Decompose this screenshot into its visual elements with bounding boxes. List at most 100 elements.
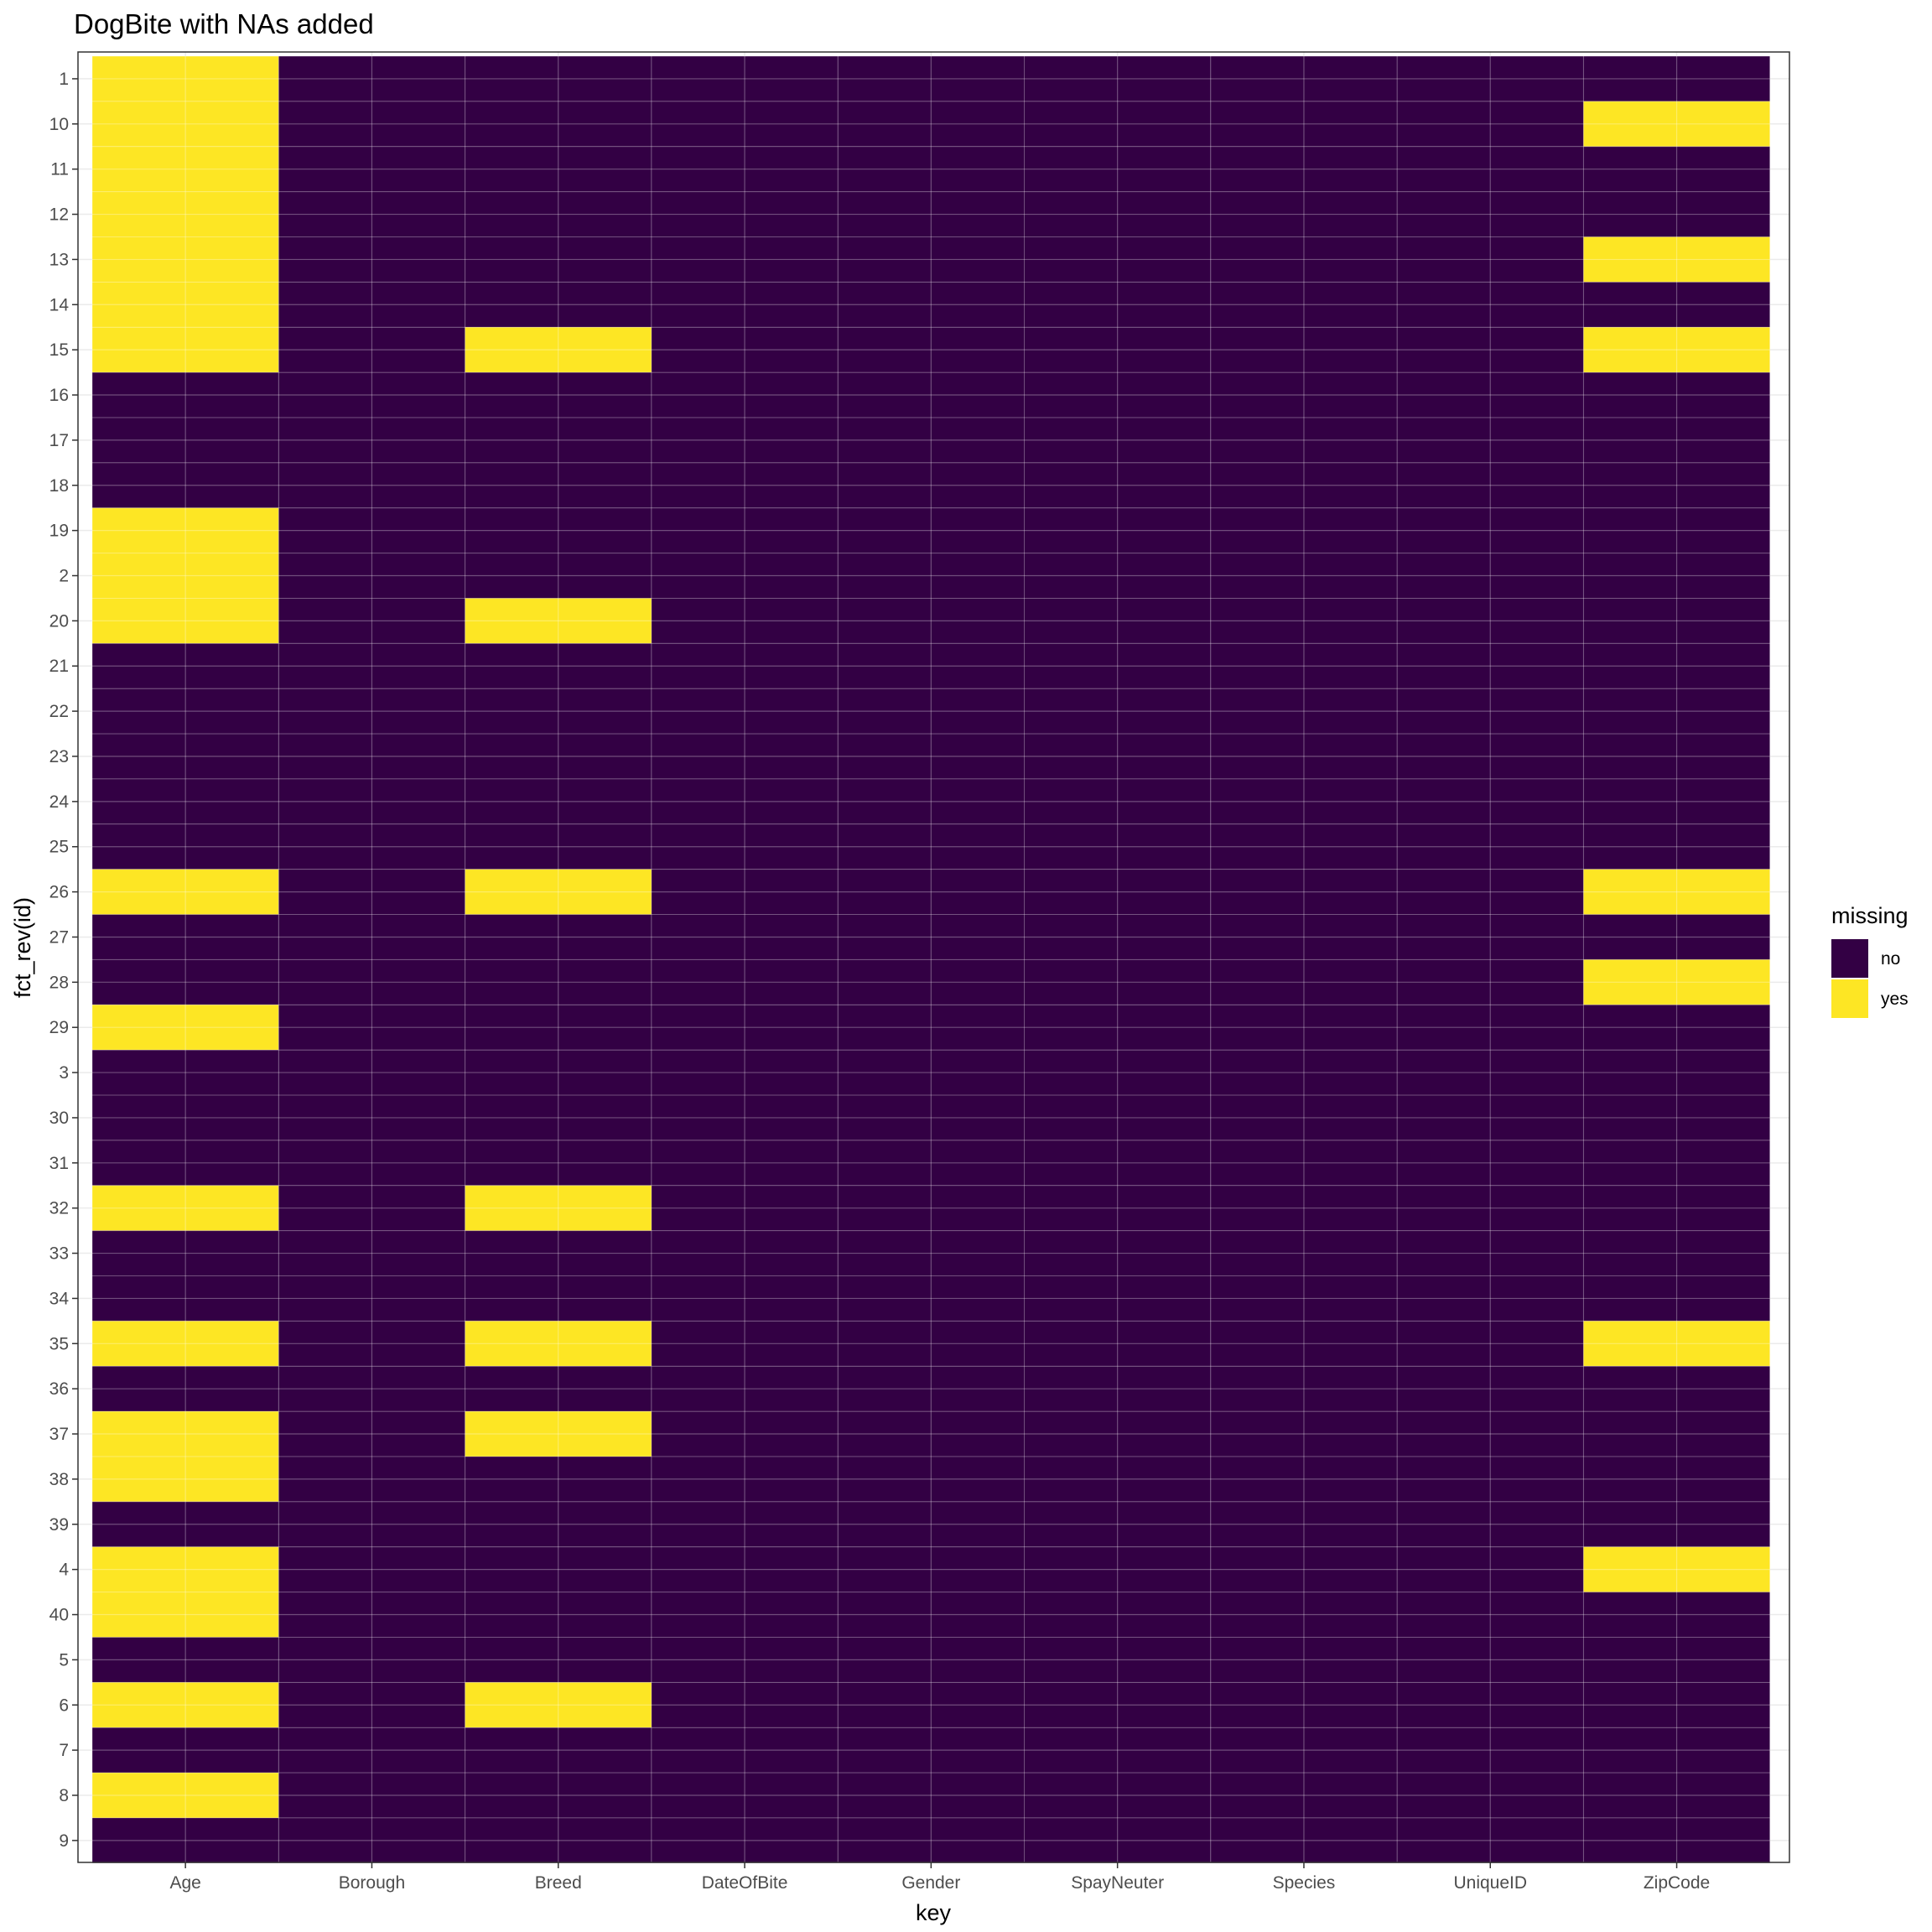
heatmap-tile <box>838 146 1025 192</box>
heatmap-tile <box>838 327 1025 373</box>
heatmap-tile <box>1024 643 1211 689</box>
heatmap-tile <box>465 1185 652 1231</box>
heatmap-tile <box>1210 778 1398 824</box>
heatmap-tile <box>838 598 1025 644</box>
heatmap-tile <box>1210 553 1398 599</box>
y-tick-label: 5 <box>59 1650 69 1670</box>
y-tick-label: 31 <box>49 1154 69 1173</box>
heatmap-tile <box>92 1140 279 1186</box>
heatmap-tile <box>465 553 652 599</box>
heatmap-tile <box>1397 1682 1584 1728</box>
heatmap-tile <box>465 191 652 237</box>
heatmap-tile <box>92 1501 279 1547</box>
heatmap-tile <box>1024 56 1211 101</box>
heatmap-tile <box>651 327 839 373</box>
heatmap-tile <box>278 327 465 373</box>
heatmap-tile <box>651 1275 839 1322</box>
heatmap-tile <box>92 1773 279 1818</box>
heatmap-tile <box>465 959 652 1005</box>
heatmap-tile <box>1583 823 1770 870</box>
heatmap-tile <box>1210 417 1398 463</box>
heatmap-tile <box>1024 1366 1211 1412</box>
heatmap-tile <box>1024 1411 1211 1457</box>
heatmap-tile <box>1210 507 1398 553</box>
heatmap-tile <box>651 823 839 870</box>
y-tick-label: 4 <box>59 1561 69 1580</box>
heatmap-tile <box>651 1501 839 1547</box>
heatmap-tile <box>651 1456 839 1502</box>
heatmap-tile <box>651 507 839 553</box>
heatmap-tile <box>1210 1005 1398 1051</box>
heatmap-tile <box>92 1366 279 1412</box>
heatmap-tile <box>1210 372 1398 418</box>
heatmap-tile <box>1397 1456 1584 1502</box>
heatmap-tile <box>838 1275 1025 1322</box>
heatmap-tile <box>1397 1275 1584 1322</box>
heatmap-tile <box>92 146 279 192</box>
heatmap-tile <box>1397 236 1584 283</box>
heatmap-tile <box>838 734 1025 779</box>
heatmap-tile <box>465 734 652 779</box>
heatmap-tile <box>1583 688 1770 735</box>
heatmap-tile <box>278 146 465 192</box>
heatmap-tile <box>1024 1773 1211 1818</box>
heatmap-tile <box>1397 688 1584 735</box>
heatmap-tile <box>92 553 279 599</box>
heatmap-tile <box>1024 1050 1211 1096</box>
heatmap-tile <box>838 1185 1025 1231</box>
heatmap-tile <box>1583 1773 1770 1818</box>
heatmap-tile <box>465 1275 652 1322</box>
heatmap-tile <box>1210 1321 1398 1367</box>
heatmap-tile <box>278 1095 465 1140</box>
heatmap-tile <box>92 643 279 689</box>
y-tick-label: 40 <box>49 1606 69 1625</box>
heatmap-tile <box>1210 688 1398 735</box>
heatmap-tile <box>1210 823 1398 870</box>
heatmap-tile <box>1583 1185 1770 1231</box>
heatmap-tile <box>278 1501 465 1547</box>
heatmap-tile <box>465 869 652 915</box>
x-tick-label: Gender <box>901 1873 960 1893</box>
heatmap-tile <box>278 1727 465 1774</box>
heatmap-tile <box>1397 507 1584 553</box>
heatmap-tile <box>651 869 839 915</box>
heatmap-tile <box>651 1095 839 1140</box>
heatmap-tile <box>1210 191 1398 237</box>
heatmap-tile <box>651 1727 839 1774</box>
heatmap-tile <box>278 643 465 689</box>
heatmap-tile <box>1583 1005 1770 1051</box>
heatmap-tile <box>838 1230 1025 1276</box>
heatmap-tile <box>278 236 465 283</box>
heatmap-tile <box>1024 1230 1211 1276</box>
heatmap-tile <box>1583 1817 1770 1863</box>
heatmap-tile <box>838 959 1025 1005</box>
heatmap-tile <box>465 1321 652 1367</box>
heatmap-tile <box>465 1546 652 1592</box>
heatmap-tile <box>651 462 839 508</box>
heatmap-tile <box>1397 1366 1584 1412</box>
heatmap-tile <box>838 869 1025 915</box>
heatmap-tile <box>1397 643 1584 689</box>
heatmap-tile <box>651 1411 839 1457</box>
legend-label-yes: yes <box>1881 989 1909 1009</box>
y-tick-label: 33 <box>49 1244 69 1264</box>
heatmap-tile <box>92 1817 279 1863</box>
heatmap-tile <box>1397 823 1584 870</box>
x-tick-label: ZipCode <box>1644 1873 1710 1893</box>
heatmap-tile <box>465 823 652 870</box>
heatmap-tile <box>838 643 1025 689</box>
heatmap-tile <box>651 417 839 463</box>
legend: missing no yes <box>1831 903 1909 1018</box>
heatmap-tile <box>278 1592 465 1638</box>
legend-key-yes <box>1831 979 1868 1018</box>
x-tick-label: Age <box>169 1873 200 1893</box>
heatmap-tile <box>278 1682 465 1728</box>
heatmap-tile <box>465 1817 652 1863</box>
heatmap-tile <box>651 1366 839 1412</box>
heatmap-tile <box>838 1140 1025 1186</box>
heatmap-tile <box>1210 1140 1398 1186</box>
heatmap-tile <box>278 1411 465 1457</box>
heatmap-tile <box>1583 553 1770 599</box>
heatmap-tile <box>1210 1366 1398 1412</box>
